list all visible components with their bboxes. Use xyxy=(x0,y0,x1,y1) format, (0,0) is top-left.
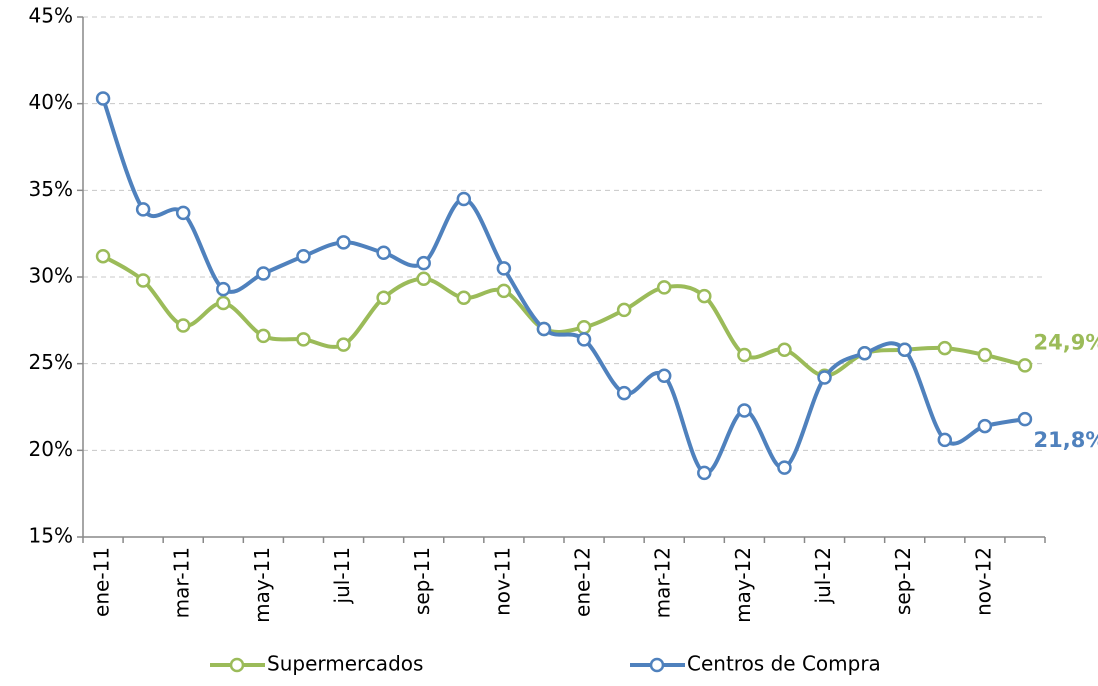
x-tick-label: nov-12 xyxy=(971,547,995,616)
point xyxy=(175,318,191,333)
point xyxy=(376,245,391,260)
legend-label: Supermercados xyxy=(267,652,423,676)
x-tick-label: ene-11 xyxy=(90,547,114,617)
point xyxy=(496,283,512,299)
point xyxy=(616,385,632,401)
point xyxy=(656,368,672,384)
point xyxy=(416,271,431,286)
point xyxy=(977,347,993,363)
point xyxy=(777,460,792,475)
series-line xyxy=(102,254,1026,378)
point xyxy=(697,288,712,304)
point xyxy=(697,465,712,481)
point xyxy=(216,295,231,311)
x-tick-label: sep-12 xyxy=(891,547,915,615)
point xyxy=(576,320,592,335)
point xyxy=(336,337,351,352)
data-label: 24,9% xyxy=(1034,330,1098,354)
point xyxy=(737,403,752,418)
point xyxy=(897,342,912,358)
point xyxy=(416,255,431,271)
x-tick-label: mar-12 xyxy=(651,547,675,618)
point xyxy=(857,346,872,361)
point xyxy=(536,321,552,337)
point xyxy=(175,205,191,221)
point xyxy=(737,347,752,363)
point xyxy=(937,340,953,356)
point xyxy=(135,273,151,288)
data-label: 21,8% xyxy=(1034,428,1098,452)
y-tick-label: 45% xyxy=(29,4,73,28)
x-tick-label: mar-11 xyxy=(170,547,194,618)
y-tick-label: 35% xyxy=(29,177,73,201)
legend-marker xyxy=(229,657,245,673)
legend-label: Centros de Compra xyxy=(687,652,881,676)
x-tick-label: jul-11 xyxy=(330,547,354,604)
point xyxy=(296,248,311,264)
y-tick-label: 40% xyxy=(29,90,73,114)
point xyxy=(1017,358,1033,373)
point xyxy=(216,281,231,297)
point xyxy=(937,432,953,448)
x-tick-label: may-12 xyxy=(731,547,755,623)
x-tick-label: may-11 xyxy=(250,547,274,623)
point xyxy=(95,91,111,106)
series-line xyxy=(101,97,1026,475)
point xyxy=(977,418,993,434)
point xyxy=(777,342,792,358)
point xyxy=(336,235,351,250)
point xyxy=(256,266,271,281)
point xyxy=(656,280,672,295)
y-tick-label: 25% xyxy=(29,350,73,374)
point xyxy=(496,261,512,276)
x-tick-label: nov-11 xyxy=(490,547,514,616)
point xyxy=(95,248,111,264)
point xyxy=(256,328,271,344)
y-tick-label: 15% xyxy=(29,524,73,548)
point xyxy=(576,332,592,347)
point xyxy=(1017,411,1033,427)
y-tick-label: 20% xyxy=(29,437,73,461)
point xyxy=(376,290,391,306)
x-tick-label: jul-12 xyxy=(811,547,835,604)
point xyxy=(456,290,472,306)
x-tick-label: ene-12 xyxy=(571,547,595,617)
point xyxy=(135,202,151,217)
point xyxy=(817,370,832,385)
legend-marker xyxy=(649,657,665,673)
point xyxy=(456,191,472,207)
point xyxy=(296,332,311,347)
y-tick-label: 30% xyxy=(29,264,73,288)
x-tick-label: sep-11 xyxy=(410,547,434,615)
point xyxy=(616,302,632,318)
